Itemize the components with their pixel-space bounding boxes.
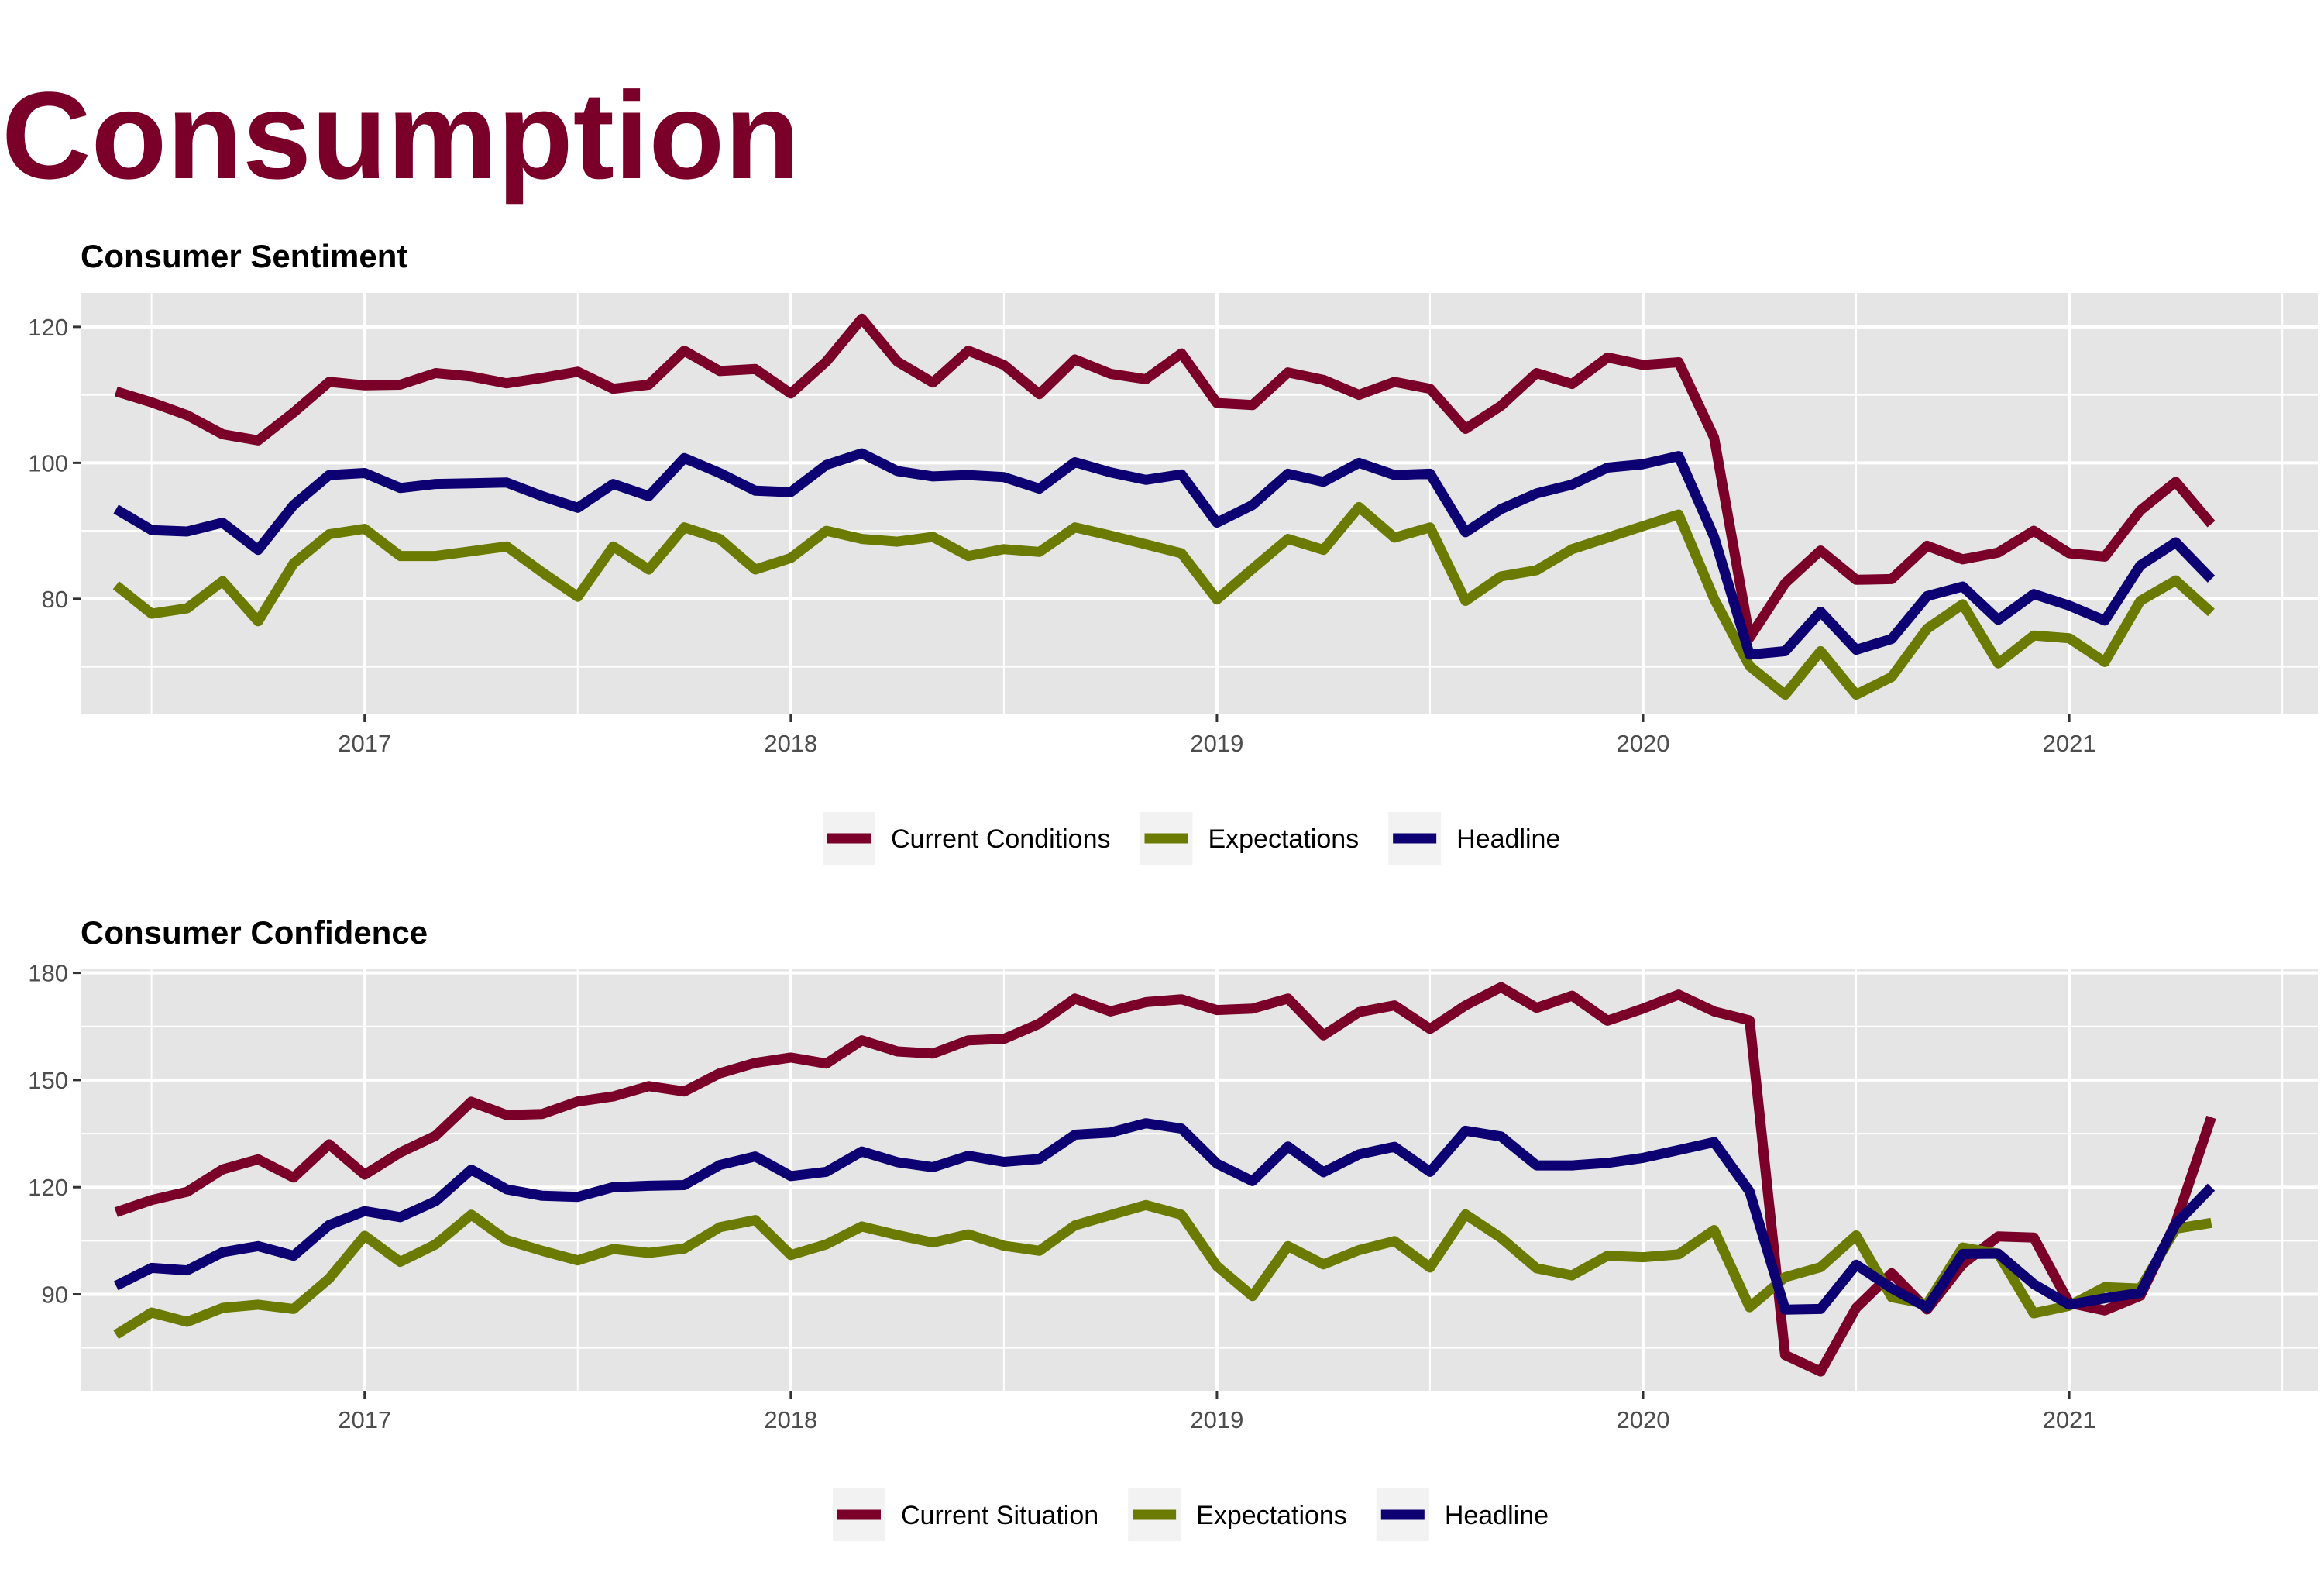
sentiment-legend-label: Headline: [1456, 824, 1560, 854]
confidence-y-tick-label: 180: [28, 960, 68, 987]
confidence-x-tick-label: 2017: [338, 1406, 391, 1433]
confidence-chart-title: Consumer Confidence: [81, 914, 428, 951]
confidence-chart: 90 120 150 180 2017 2018 2019 2020 2021: [28, 960, 2318, 1433]
confidence-legend: Current Situation Expectations Headline: [833, 1488, 1549, 1541]
confidence-legend-label: Current Situation: [901, 1501, 1098, 1530]
sentiment-legend-item-headline: Headline: [1388, 812, 1560, 865]
page-title: Consumption: [2, 66, 800, 205]
sentiment-legend-label: Expectations: [1208, 824, 1359, 854]
sentiment-x-tick-label: 2017: [338, 730, 391, 757]
sentiment-legend: Current Conditions Expectations Headline: [823, 812, 1560, 865]
confidence-legend-label: Expectations: [1196, 1501, 1347, 1530]
sentiment-series-line-headline: [113, 448, 2216, 660]
confidence-legend-label: Headline: [1445, 1501, 1549, 1530]
confidence-series-line-headline: [113, 1118, 2216, 1315]
confidence-legend-item-current-situation: Current Situation: [833, 1488, 1098, 1541]
confidence-y-tick-label: 120: [28, 1174, 68, 1201]
confidence-y-tick-label: 90: [42, 1282, 68, 1309]
sentiment-legend-label: Current Conditions: [891, 824, 1110, 854]
confidence-x-tick-label: 2021: [2043, 1406, 2096, 1433]
sentiment-x-tick-label: 2021: [2043, 730, 2096, 757]
confidence-legend-item-headline: Headline: [1376, 1488, 1549, 1541]
sentiment-series-line-current-conditions: [114, 313, 2216, 643]
confidence-x-tick-label: 2019: [1190, 1406, 1243, 1433]
confidence-plot-background: [81, 969, 2318, 1391]
confidence-x-tick-label: 2018: [764, 1406, 817, 1433]
confidence-legend-item-expectations: Expectations: [1128, 1488, 1347, 1541]
sentiment-x-tick-label: 2020: [1617, 730, 1670, 757]
sentiment-chart: 80 100 120 2017 2018 2019 2020 2021: [28, 293, 2318, 757]
sentiment-x-tick-label: 2018: [764, 730, 817, 757]
confidence-series-line-current-situation: [114, 982, 2216, 1377]
sentiment-y-tick-label: 80: [42, 586, 68, 613]
sentiment-legend-item-expectations: Expectations: [1140, 812, 1359, 865]
sentiment-y-tick-label: 120: [28, 314, 68, 341]
sentiment-x-tick-label: 2019: [1190, 730, 1243, 757]
sentiment-chart-title: Consumer Sentiment: [81, 238, 407, 274]
sentiment-legend-item-current-conditions: Current Conditions: [823, 812, 1110, 865]
confidence-y-tick-label: 150: [28, 1067, 68, 1094]
sentiment-y-tick-label: 100: [28, 449, 68, 477]
sentiment-series-line-expectations: [112, 501, 2215, 700]
confidence-series-line-expectations: [113, 1199, 2212, 1340]
confidence-x-tick-label: 2020: [1617, 1406, 1670, 1433]
